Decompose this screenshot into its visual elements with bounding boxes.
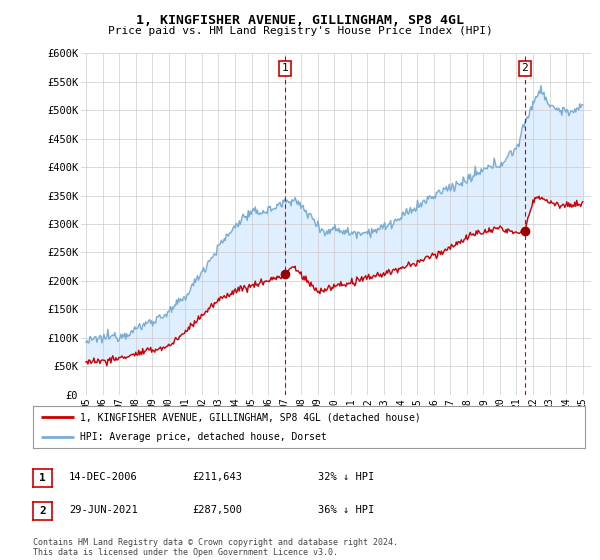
Text: 2: 2 [39, 506, 46, 516]
Text: 2: 2 [521, 63, 528, 73]
Text: £287,500: £287,500 [192, 505, 242, 515]
Text: 29-JUN-2021: 29-JUN-2021 [69, 505, 138, 515]
Text: 1: 1 [39, 473, 46, 483]
Text: 1: 1 [281, 63, 288, 73]
Text: Price paid vs. HM Land Registry's House Price Index (HPI): Price paid vs. HM Land Registry's House … [107, 26, 493, 36]
Text: 32% ↓ HPI: 32% ↓ HPI [318, 472, 374, 482]
Text: HPI: Average price, detached house, Dorset: HPI: Average price, detached house, Dors… [80, 432, 326, 442]
Text: 14-DEC-2006: 14-DEC-2006 [69, 472, 138, 482]
Text: 1, KINGFISHER AVENUE, GILLINGHAM, SP8 4GL: 1, KINGFISHER AVENUE, GILLINGHAM, SP8 4G… [136, 14, 464, 27]
Text: Contains HM Land Registry data © Crown copyright and database right 2024.
This d: Contains HM Land Registry data © Crown c… [33, 538, 398, 557]
Text: 36% ↓ HPI: 36% ↓ HPI [318, 505, 374, 515]
Text: 1, KINGFISHER AVENUE, GILLINGHAM, SP8 4GL (detached house): 1, KINGFISHER AVENUE, GILLINGHAM, SP8 4G… [80, 412, 421, 422]
Text: £211,643: £211,643 [192, 472, 242, 482]
